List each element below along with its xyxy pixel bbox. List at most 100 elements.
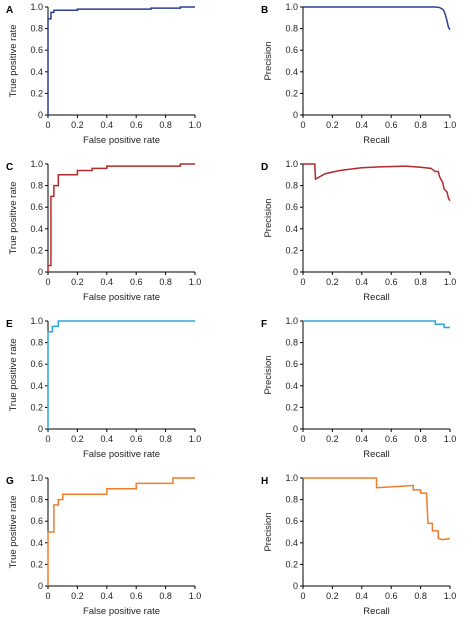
y-tick-label: 0.2 xyxy=(285,88,298,98)
x-axis-label: Recall xyxy=(363,606,389,617)
panel-letter: G xyxy=(6,476,14,487)
x-tick-label: 0.6 xyxy=(130,277,143,287)
y-tick-label: 0.4 xyxy=(30,538,43,548)
x-tick-label: 0.6 xyxy=(130,434,143,444)
x-tick-label: 0.4 xyxy=(101,277,114,287)
y-tick-label: 0.2 xyxy=(30,402,43,412)
x-axis-label: False positive rate xyxy=(83,606,160,617)
x-tick-label: 0.2 xyxy=(71,120,84,130)
chart-panel-c: C 0 0.2 0.4 0.6 0.8 1.0 0 0.2 0.4 0.6 0.8 1.0 False p… xyxy=(6,159,201,303)
y-tick-label: 0 xyxy=(293,267,298,277)
y-tick-label: 0.2 xyxy=(285,402,298,412)
chart-panel-h: H 0 0.2 0.4 0.6 0.8 1.0 0 0.2 0.4 0.6 0.8 1.0 Recall P… xyxy=(261,473,456,617)
x-tick-label: 0.6 xyxy=(385,591,398,601)
x-tick-label: 0.2 xyxy=(326,277,339,287)
y-axis-label: Precision xyxy=(263,41,274,80)
panel-letter: H xyxy=(261,476,268,487)
y-axis-label: True positive rate xyxy=(8,338,19,411)
x-tick-label: 0.4 xyxy=(356,277,369,287)
series-line xyxy=(303,320,450,329)
y-axis-label: Precision xyxy=(263,512,274,551)
y-tick-label: 1.0 xyxy=(285,316,298,326)
x-axis-label: False positive rate xyxy=(83,135,160,146)
y-tick-label: 0.4 xyxy=(285,224,298,234)
series-line xyxy=(47,6,195,115)
y-axis-label: True positive rate xyxy=(8,24,19,97)
y-tick-label: 0.8 xyxy=(30,181,43,191)
panel-letter: D xyxy=(261,162,268,173)
y-tick-label: 0.8 xyxy=(30,24,43,34)
y-tick-label: 0.6 xyxy=(285,359,298,369)
y-tick-label: 0.2 xyxy=(285,245,298,255)
x-tick-label: 0.4 xyxy=(101,591,114,601)
x-tick-label: 0 xyxy=(45,591,50,601)
x-tick-label: 0.2 xyxy=(326,591,339,601)
x-tick-label: 0 xyxy=(45,277,50,287)
x-tick-label: 0.6 xyxy=(385,434,398,444)
x-tick-label: 0.2 xyxy=(71,277,84,287)
panel-letter: F xyxy=(261,319,267,330)
y-tick-label: 0 xyxy=(38,267,43,277)
x-tick-label: 0.6 xyxy=(130,591,143,601)
x-tick-label: 0 xyxy=(300,277,305,287)
x-tick-label: 0.8 xyxy=(159,120,172,130)
y-axis-label: Precision xyxy=(263,198,274,237)
x-tick-label: 0 xyxy=(45,120,50,130)
panel-letter: C xyxy=(6,162,13,173)
x-tick-label: 1.0 xyxy=(444,120,457,130)
y-tick-label: 0.6 xyxy=(285,516,298,526)
y-tick-label: 0.2 xyxy=(30,245,43,255)
chart-panel-b: B 0 0.2 0.4 0.6 0.8 1.0 0 0.2 0.4 0.6 0.8 1.0 Recall P… xyxy=(261,2,456,146)
y-axis-label: True positive rate xyxy=(8,495,19,568)
x-tick-label: 0.8 xyxy=(159,591,172,601)
y-tick-label: 0.6 xyxy=(30,359,43,369)
y-tick-label: 1.0 xyxy=(30,316,43,326)
y-tick-label: 0 xyxy=(38,581,43,591)
x-tick-label: 1.0 xyxy=(189,120,202,130)
series-line xyxy=(303,477,451,541)
panel-letter: E xyxy=(6,319,13,330)
y-tick-label: 1.0 xyxy=(285,473,298,483)
x-tick-label: 0.4 xyxy=(101,120,114,130)
y-tick-label: 0.4 xyxy=(285,381,298,391)
y-tick-label: 0.6 xyxy=(285,202,298,212)
x-tick-label: 0.4 xyxy=(356,591,369,601)
y-tick-label: 0.4 xyxy=(30,67,43,77)
y-tick-label: 0 xyxy=(293,581,298,591)
x-axis-label: Recall xyxy=(363,292,389,303)
x-tick-label: 0.2 xyxy=(71,591,84,601)
y-tick-label: 0 xyxy=(38,110,43,120)
y-tick-label: 0.2 xyxy=(30,559,43,569)
x-tick-label: 1.0 xyxy=(189,277,202,287)
x-tick-label: 0.8 xyxy=(414,277,427,287)
y-axis-label: True positive rate xyxy=(8,181,19,254)
x-tick-label: 0.4 xyxy=(101,434,114,444)
y-tick-label: 0.6 xyxy=(30,202,43,212)
x-tick-label: 0.4 xyxy=(356,434,369,444)
y-tick-label: 0.4 xyxy=(285,67,298,77)
y-tick-label: 0.8 xyxy=(30,495,43,505)
x-tick-label: 1.0 xyxy=(189,591,202,601)
series-line xyxy=(47,320,195,429)
chart-panel-e: E 0 0.2 0.4 0.6 0.8 1.0 0 0.2 0.4 0.6 0.8 1.0 False p… xyxy=(6,316,201,460)
y-tick-label: 0.8 xyxy=(285,24,298,34)
panel-letter: A xyxy=(6,5,13,16)
chart-panel-f: F 0 0.2 0.4 0.6 0.8 1.0 0 0.2 0.4 0.6 0.8 1.0 Recall P… xyxy=(261,316,456,460)
x-tick-label: 0.6 xyxy=(130,120,143,130)
y-tick-label: 1.0 xyxy=(30,2,43,12)
y-tick-label: 0.4 xyxy=(30,381,43,391)
y-tick-label: 0.8 xyxy=(30,338,43,348)
x-tick-label: 0.8 xyxy=(159,434,172,444)
x-tick-label: 0.2 xyxy=(326,434,339,444)
y-tick-label: 0.8 xyxy=(285,495,298,505)
y-tick-label: 0.6 xyxy=(30,45,43,55)
y-tick-label: 0.2 xyxy=(285,559,298,569)
x-tick-label: 1.0 xyxy=(444,591,457,601)
y-axis-label: Precision xyxy=(263,355,274,394)
x-axis-label: Recall xyxy=(363,449,389,460)
chart-panel-d: D 0 0.2 0.4 0.6 0.8 1.0 0 0.2 0.4 0.6 0.8 1.0 Recall P… xyxy=(261,159,456,303)
x-tick-label: 0.2 xyxy=(71,434,84,444)
y-tick-label: 0.2 xyxy=(30,88,43,98)
series-line xyxy=(47,163,195,272)
x-tick-label: 0 xyxy=(300,591,305,601)
